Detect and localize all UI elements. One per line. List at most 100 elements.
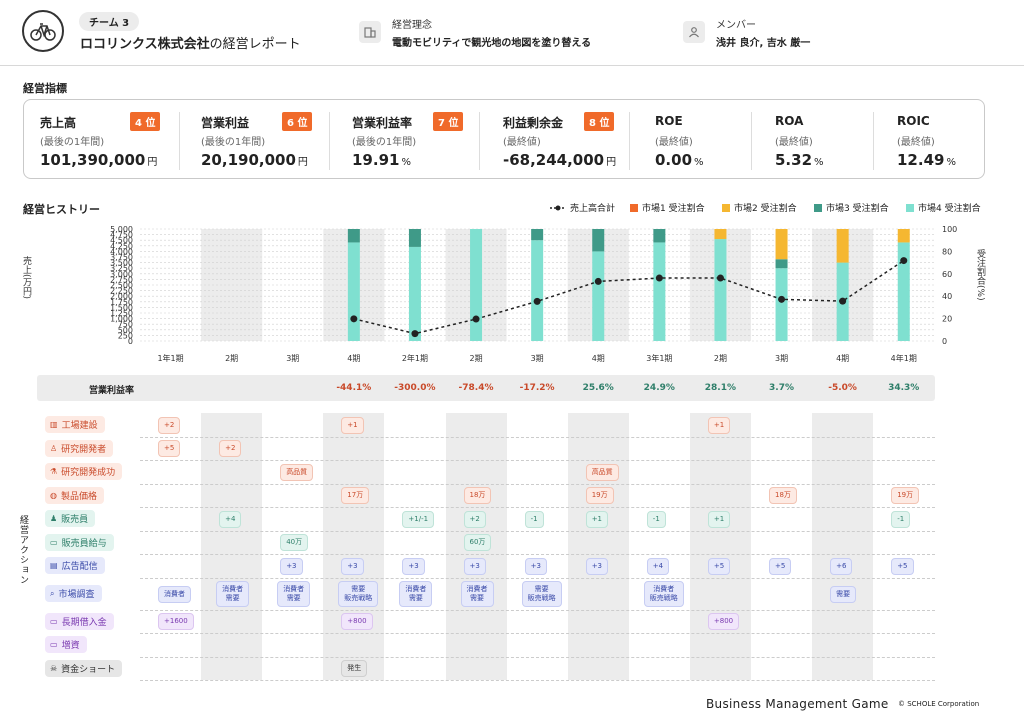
skull-icon: ☠ <box>50 663 58 673</box>
action-tag: +3 <box>402 557 425 575</box>
left-tick-label: 3,500 <box>110 259 133 268</box>
row-divider <box>140 436 935 438</box>
action-tag: +1 <box>707 416 731 434</box>
action-label-text: 資金ショート <box>61 664 116 675</box>
sales-point <box>350 315 358 323</box>
market-share-bar <box>836 229 849 263</box>
metric-number: 5.32 <box>775 151 813 169</box>
operating-margin-value: -5.0% <box>828 383 857 393</box>
market-share-bar <box>408 229 421 247</box>
action-tag: -1 <box>646 510 666 528</box>
team-logo <box>22 10 64 52</box>
column-band <box>812 413 874 680</box>
company-name: ロコリンクス株式会社 <box>80 37 210 52</box>
operating-margin-value: 3.7% <box>769 383 794 393</box>
action-tag: 消費者 需要 <box>216 581 250 607</box>
metric-unit: % <box>946 157 956 168</box>
metrics-panel: 売上高 (最後の1年間) 101,390,000 円 4 位営業利益 (最後の1年間) 20… <box>23 99 985 179</box>
rank-badge: 4 位 <box>130 112 161 131</box>
action-tag: 需要 <box>830 585 857 603</box>
left-tick-label: 4,000 <box>110 247 133 256</box>
legend-label: 市場4 受注割合 <box>918 204 981 214</box>
action-label: ▭ 長期借入金 <box>45 612 114 630</box>
flask-icon: ⚗ <box>50 467 58 477</box>
metric-period: (最終値) <box>655 137 693 148</box>
sales-point <box>533 297 541 305</box>
metric-value: 19.91% <box>352 151 411 169</box>
action-label-text: 増資 <box>61 641 80 652</box>
rank-badge: 8 位 <box>584 112 615 131</box>
metric-period: (最後の1年間) <box>352 137 417 148</box>
action-tag: +4 <box>219 510 242 528</box>
row-divider <box>140 483 935 485</box>
metric-name: 売上高 <box>40 116 77 130</box>
action-label: ⚗ 研究開発成功 <box>45 463 123 481</box>
action-label-text: 研究開発者 <box>61 444 107 455</box>
market-share-bar <box>592 229 605 252</box>
metric-value: 12.49% <box>897 151 956 169</box>
action-tag: 高品質 <box>280 463 314 481</box>
action-tag: 19万 <box>891 487 920 505</box>
building-icon <box>359 21 381 43</box>
x-tick-label: 1年1期 <box>157 353 183 363</box>
operating-margin-value: 24.9% <box>643 383 675 393</box>
x-tick-label: 2期 <box>714 354 727 363</box>
metric-value: 0.00% <box>655 151 704 169</box>
philosophy-value: 電動モビリティで観光地の地図を塗り替える <box>392 38 592 49</box>
sales-point <box>716 274 724 282</box>
metric-divider <box>629 112 630 170</box>
metric-unit: 円 <box>297 157 308 168</box>
action-tag: +1 <box>707 510 731 528</box>
footer-copyright: © SCHOLE Corporation <box>898 700 980 708</box>
action-tag: 消費者 需要 <box>277 581 311 607</box>
left-tick-label: 5,000 <box>110 225 133 234</box>
legend-market3: 市場3 受注割合 <box>814 201 889 214</box>
x-tick-label: 2期 <box>470 354 483 363</box>
market-share-bar <box>714 239 727 341</box>
x-tick-label: 3期 <box>531 354 544 363</box>
metric-divider <box>179 112 180 170</box>
column-band <box>689 413 751 680</box>
action-tag: 消費者 <box>158 585 191 603</box>
legend-swatch <box>814 203 822 212</box>
operating-margin-value: 34.3% <box>888 383 920 393</box>
market-share-bar <box>592 251 605 341</box>
action-tag: 40万 <box>280 534 309 552</box>
x-tick-label: 3期 <box>286 354 299 363</box>
scientist-icon: ♙ <box>50 443 58 453</box>
market-share-bar <box>897 242 910 341</box>
action-tag: +1/-1 <box>402 510 435 528</box>
x-tick-label: 2期 <box>225 354 238 363</box>
legend-market2: 市場2 受注割合 <box>722 201 797 214</box>
person-icon <box>683 21 705 43</box>
metric-name: 営業利益率 <box>352 116 413 130</box>
x-tick-label: 2年1期 <box>402 353 428 363</box>
x-tick-label: 4期 <box>592 354 605 363</box>
action-label-text: 広告配信 <box>61 562 98 573</box>
column-band <box>201 413 263 680</box>
left-tick-label: 4,250 <box>110 242 133 251</box>
loan-icon: ▭ <box>50 616 58 626</box>
left-tick-label: 3,250 <box>110 264 133 273</box>
legend-swatch <box>630 203 638 212</box>
left-axis-title: 売上(万円) <box>21 256 31 300</box>
action-tag: 18万 <box>463 487 492 505</box>
metric-number: 20,190,000 <box>201 151 296 169</box>
action-tag: 高品質 <box>585 463 619 481</box>
legend-label: 売上高合計 <box>570 204 616 214</box>
right-axis-title: 受注割合(%) <box>975 249 985 301</box>
right-tick-label: 0 <box>942 337 947 346</box>
action-tag: +1 <box>585 510 609 528</box>
metric-divider <box>873 112 874 170</box>
footer-title: Business Management Game <box>706 697 889 711</box>
team-badge: チーム 3 <box>79 12 140 31</box>
row-divider <box>140 460 935 461</box>
row-divider <box>140 609 935 611</box>
operating-margin-row: 営業利益率 -44.1% -300.0% -78.4% -17.2% 25.6% 24.9… <box>37 375 935 401</box>
action-tag: +3 <box>524 557 547 575</box>
row-divider <box>140 656 935 658</box>
metric-name: 利益剰余金 <box>503 116 564 130</box>
metric-period: (最後の1年間) <box>40 137 105 148</box>
metric-value: 101,390,000 円 <box>40 151 157 169</box>
metric-unit: 円 <box>606 157 617 168</box>
